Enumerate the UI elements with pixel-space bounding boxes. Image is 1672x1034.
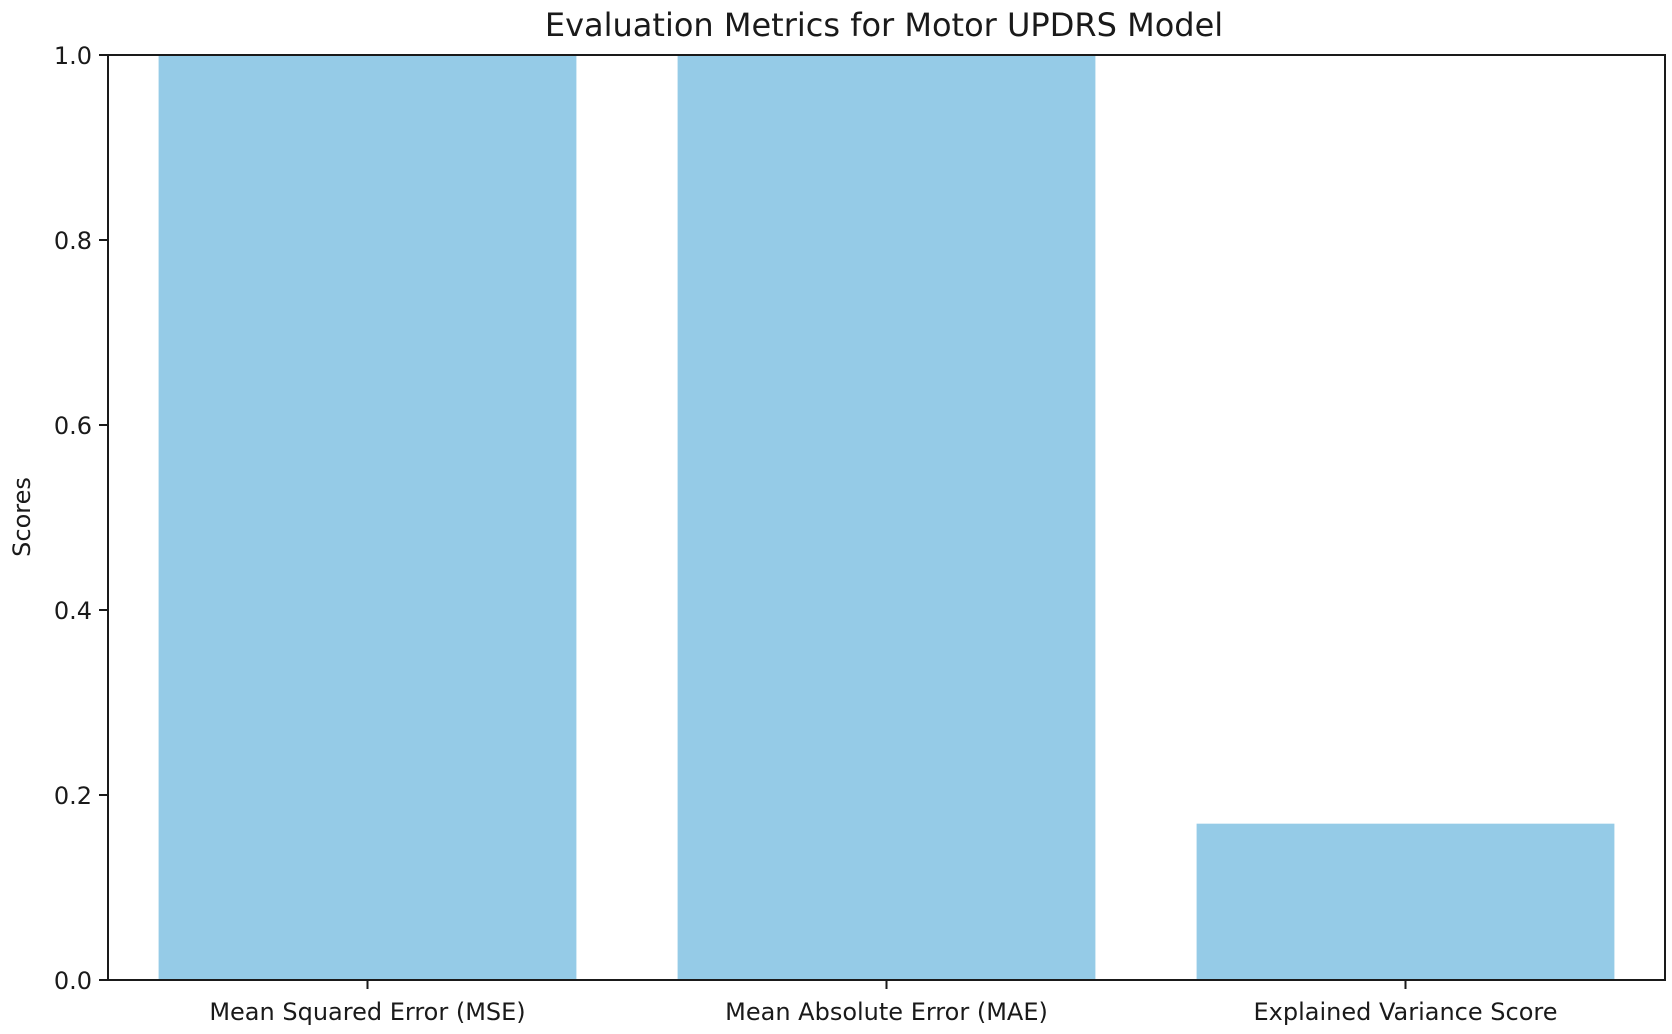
y-tick-label: 0.6	[54, 412, 92, 440]
y-tick-label: 0.4	[54, 597, 92, 625]
x-tick-label: Explained Variance Score	[1253, 998, 1557, 1026]
y-tick-label: 0.2	[54, 782, 92, 810]
y-axis-label: Scores	[8, 477, 36, 557]
bar	[677, 55, 1096, 980]
y-axis: 0.0 0.2 0.4 0.6 0.8 1.0	[54, 42, 108, 995]
bar	[1196, 823, 1615, 980]
plot-frame	[107, 54, 1666, 981]
chart-title: Evaluation Metrics for Motor UPDRS Model	[545, 6, 1223, 44]
y-tick-label: 1.0	[54, 42, 92, 70]
y-tick-label: 0.0	[54, 967, 92, 995]
y-tick-label: 0.8	[54, 227, 92, 255]
bars-group	[158, 55, 1615, 980]
x-tick-label: Mean Squared Error (MSE)	[209, 998, 525, 1026]
bar	[158, 55, 577, 980]
x-tick-label: Mean Absolute Error (MAE)	[725, 998, 1048, 1026]
x-axis: Mean Squared Error (MSE) Mean Absolute Er…	[209, 980, 1558, 1026]
